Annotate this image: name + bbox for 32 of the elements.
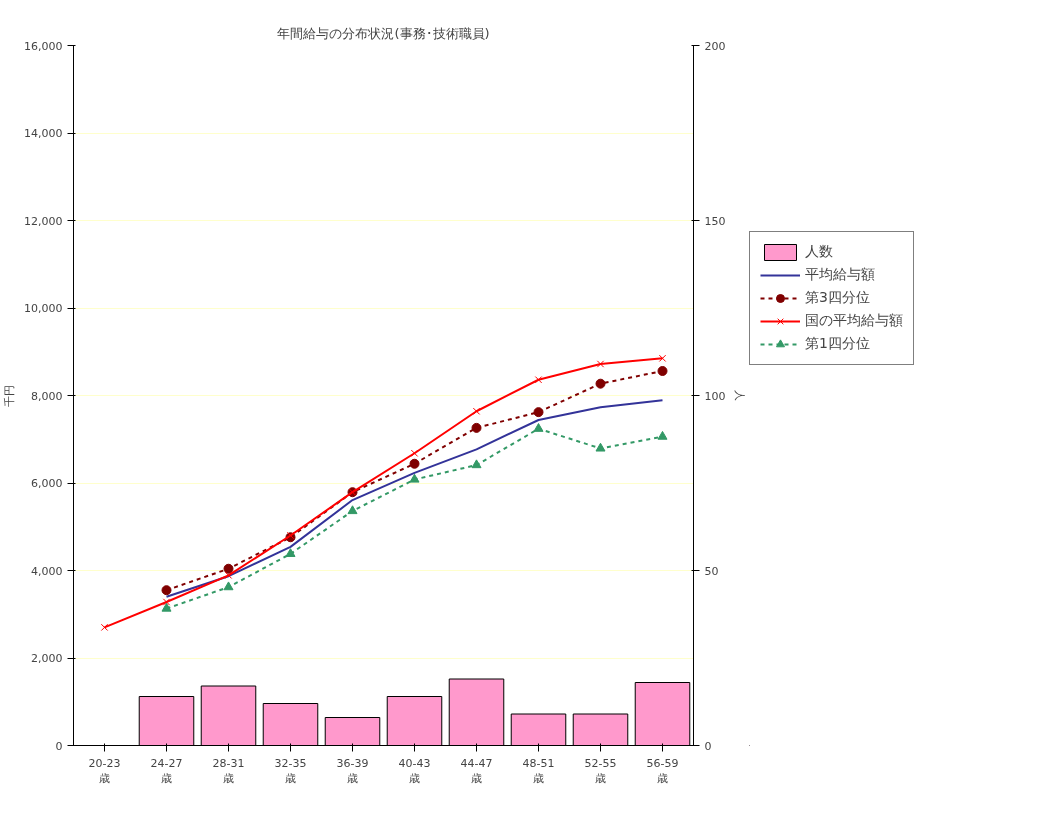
y-tick-label: 6,000 <box>31 477 63 490</box>
x-tick-label: 44-47 歳 <box>460 756 493 786</box>
legend-label: 国の平均給与額 <box>805 312 903 330</box>
y2-tick-label: 200 <box>704 39 726 53</box>
y2-axis-title: 人 <box>733 390 747 401</box>
y2-tick-label: 50 <box>704 564 719 578</box>
x-tick-label: 20-23 歳 <box>88 756 121 786</box>
y2-tick-label: 150 <box>704 214 726 228</box>
x-tick-label: 48-51 歳 <box>522 756 555 786</box>
x-tick-label: 52-55 歳 <box>584 756 617 786</box>
x-tick-label: 36-39 歳 <box>336 756 369 786</box>
y-tick-label: 0 <box>55 739 63 753</box>
x-tick-label: 40-43 歳 <box>398 756 431 786</box>
y-tick-label: 10,000 <box>24 302 63 315</box>
y2-tick-label: 100 <box>704 389 726 403</box>
x-tick-label: 28-31 歳 <box>212 756 245 786</box>
legend-label: 人数 <box>805 243 833 261</box>
legend-label: 第3四分位 <box>805 289 870 307</box>
chart-title: 年間給与の分布状況(事務･技術職員) <box>277 25 490 41</box>
x-tick-label: 32-35 歳 <box>274 756 307 786</box>
y-axis-title: 千円 <box>3 384 17 407</box>
y-tick-label: 4,000 <box>31 564 63 578</box>
y-tick-label: 8,000 <box>31 389 63 403</box>
y-tick-label: 12,000 <box>24 214 63 228</box>
x-tick-label: 24-27 歳 <box>150 756 183 786</box>
y-tick-label: 2,000 <box>31 652 63 665</box>
legend-label: 平均給与額 <box>805 266 875 284</box>
y-tick-label: 14,000 <box>24 127 63 140</box>
legend-label: 第1四分位 <box>805 335 870 353</box>
y-tick-label: 16,000 <box>24 39 63 53</box>
y2-tick-label: 0 <box>704 739 712 753</box>
x-tick-label: 56-59 歳 <box>646 756 679 786</box>
